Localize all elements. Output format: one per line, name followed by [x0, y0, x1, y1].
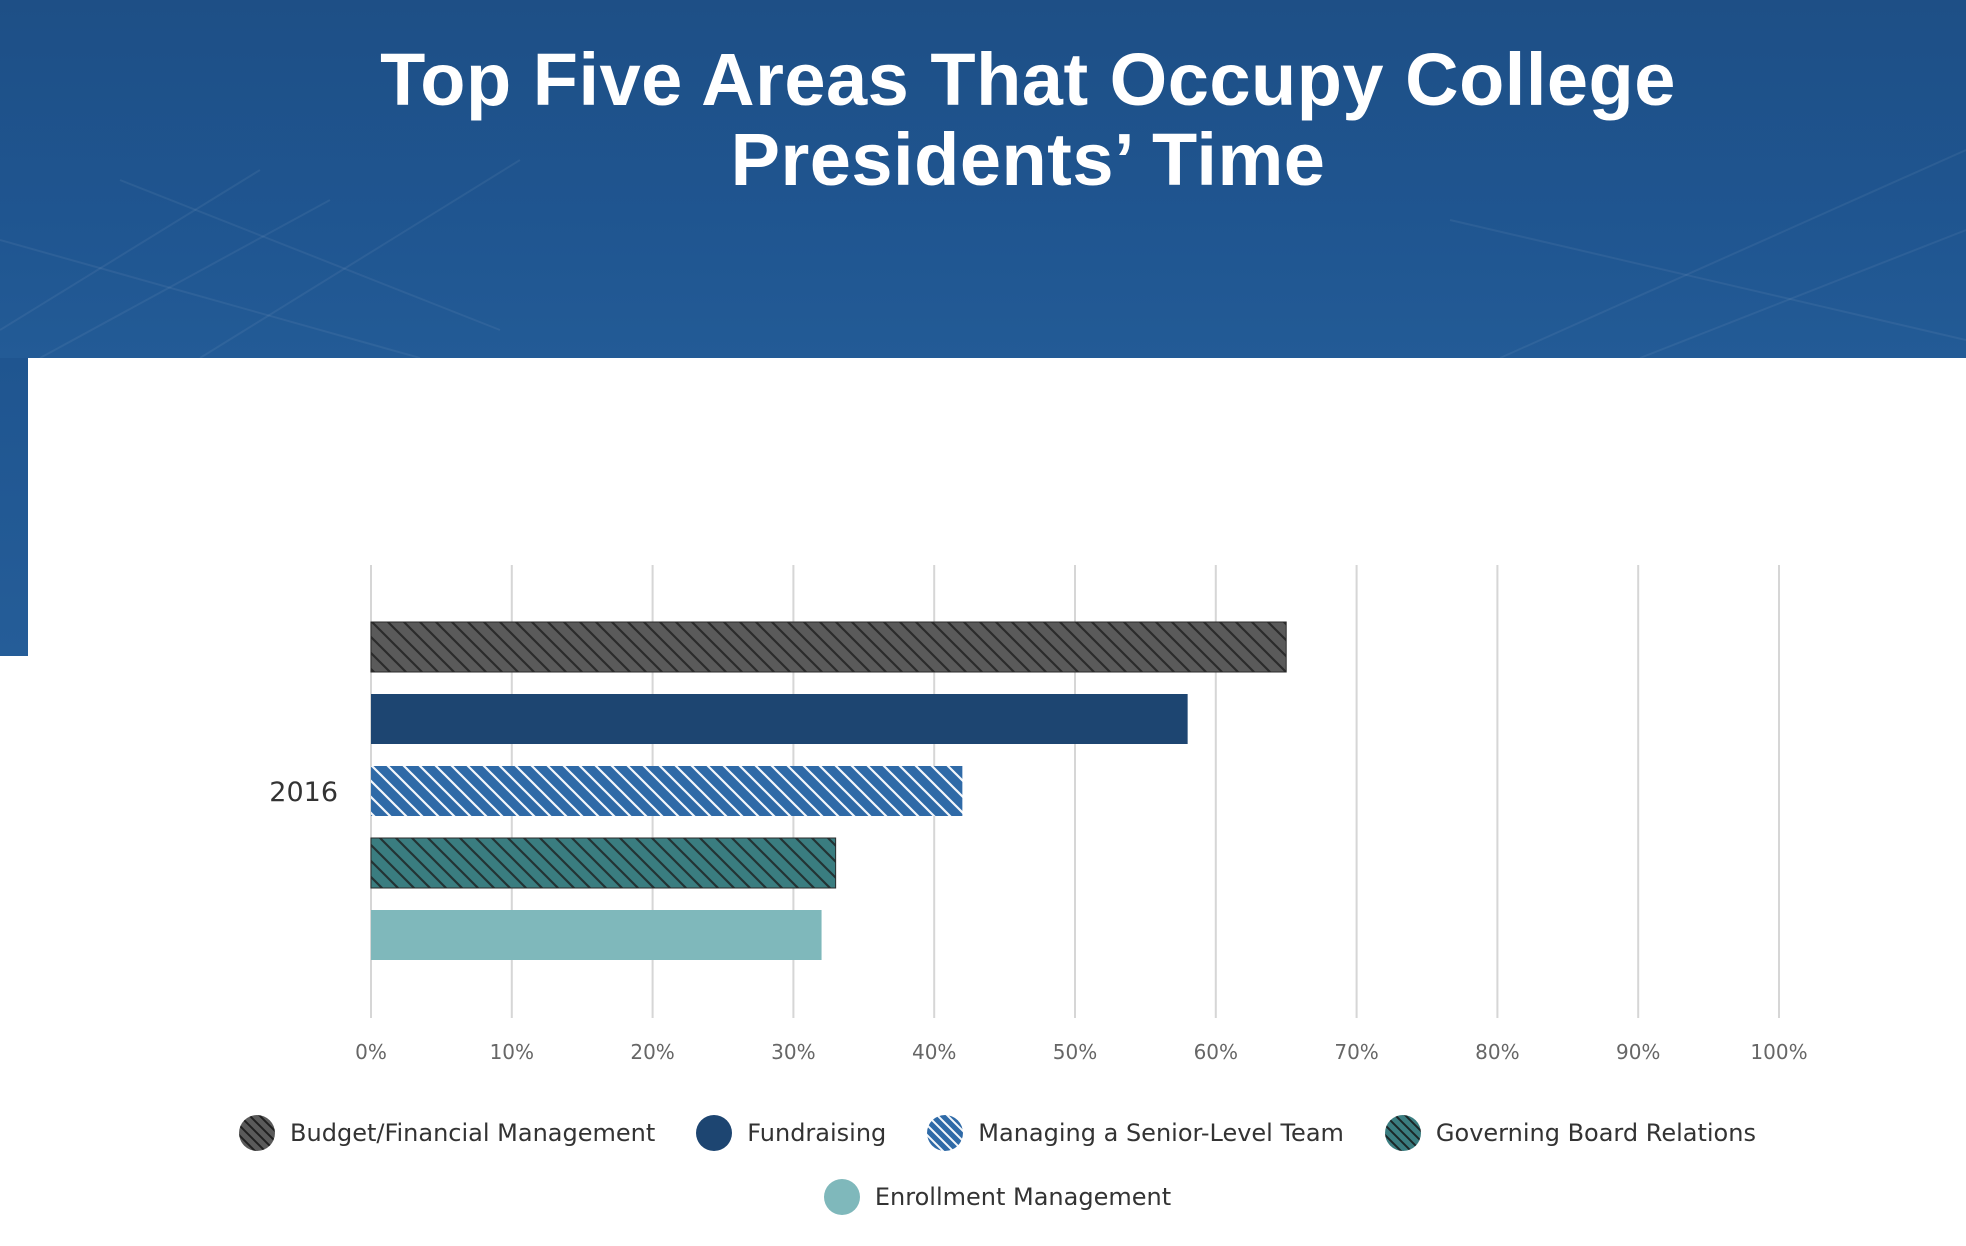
legend-row: Enrollment Management [28, 1178, 1966, 1216]
bar-enrollment-management[interactable] [371, 910, 822, 960]
x-tick-label: 30% [771, 1040, 815, 1064]
legend-label: Fundraising [747, 1119, 887, 1147]
bar-budget-financial-management[interactable] [370, 621, 1287, 673]
x-tick-label: 10% [490, 1040, 534, 1064]
legend-swatch [239, 1115, 276, 1151]
category-label: 2016 [269, 777, 338, 808]
x-tick-label: 50% [1053, 1040, 1097, 1064]
x-tick-label: 0% [355, 1040, 387, 1064]
legend-label: Budget/Financial Management [290, 1119, 656, 1147]
x-tick-label: 80% [1475, 1040, 1519, 1064]
legend-swatch [927, 1115, 964, 1151]
bar-managing-a-senior-level-team[interactable] [371, 766, 963, 816]
legend-label: Managing a Senior-Level Team [978, 1119, 1344, 1147]
x-tick-label: 70% [1334, 1040, 1378, 1064]
page-title: Top Five Areas That Occupy College Presi… [0, 40, 1966, 200]
legend-item[interactable]: Governing Board Relations [1384, 1114, 1756, 1152]
legend-row: Budget/Financial Management Fundraising Ma… [28, 1114, 1966, 1152]
legend-item[interactable]: Budget/Financial Management [238, 1114, 655, 1152]
banner-texture [0, 149, 1966, 358]
bar-governing-board-relations[interactable] [370, 837, 837, 889]
x-tick-label: 100% [1750, 1040, 1807, 1064]
legend-swatch [696, 1115, 733, 1151]
x-tick-label: 20% [630, 1040, 674, 1064]
legend-item[interactable]: Managing a Senior-Level Team [926, 1114, 1344, 1152]
banner-left-strip [0, 358, 28, 656]
title-line-2: Presidents’ Time [730, 118, 1326, 201]
legend-label: Governing Board Relations [1435, 1119, 1756, 1147]
legend-item[interactable]: Fundraising [695, 1114, 886, 1152]
title-line-1: Top Five Areas That Occupy College [380, 38, 1676, 121]
chart-legend: Budget/Financial Management Fundraising Ma… [28, 1114, 1966, 1242]
bar-fundraising[interactable] [371, 694, 1188, 744]
legend-swatch [1384, 1115, 1421, 1151]
legend-item[interactable]: Enrollment Management [823, 1178, 1171, 1216]
x-tick-label: 90% [1616, 1040, 1660, 1064]
header-banner: Top Five Areas That Occupy College Presi… [0, 0, 1966, 358]
legend-swatch [823, 1179, 860, 1215]
x-tick-label: 60% [1194, 1040, 1238, 1064]
x-tick-label: 40% [912, 1040, 956, 1064]
legend-label: Enrollment Management [874, 1183, 1172, 1211]
bar-chart: 0% 10% 20% 30% 40% 50% 60% 70% 80% 90% 100% 2016 [269, 565, 1808, 1064]
chart-card: 0% 10% 20% 30% 40% 50% 60% 70% 80% 90% 100% 2016 [28, 358, 1966, 1246]
